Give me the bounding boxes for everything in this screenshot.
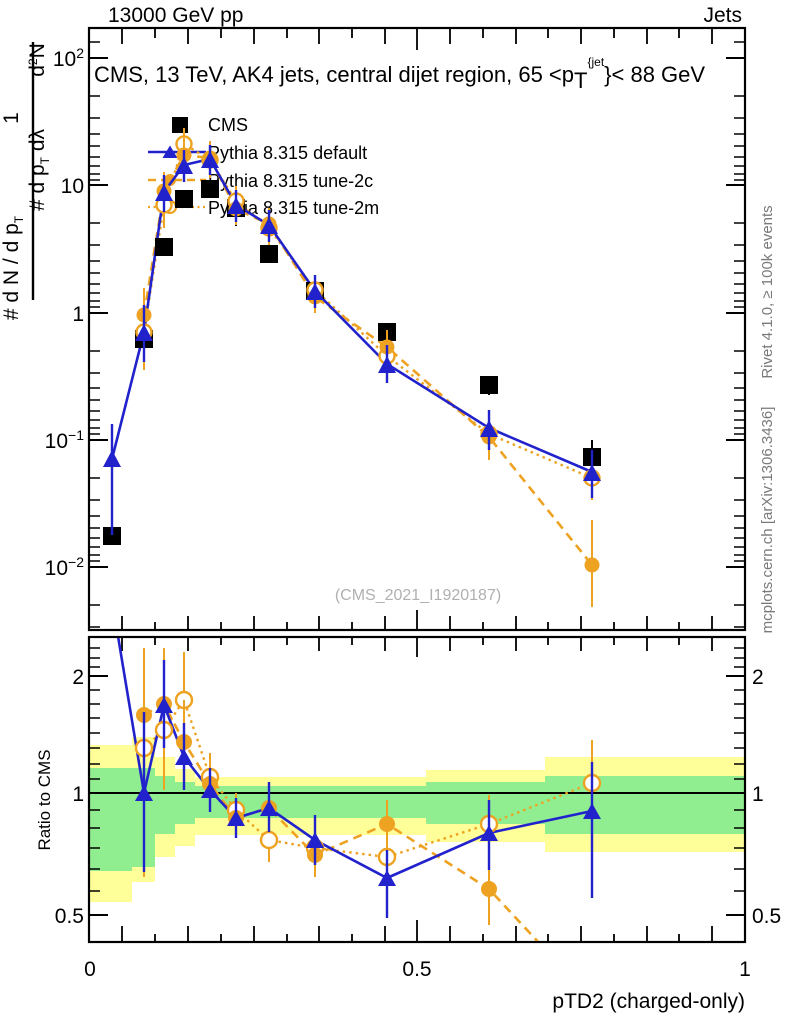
ratio-point-default	[155, 697, 173, 713]
main-y-minor-ticks	[89, 41, 745, 628]
y-axis-label-d2n: d2N	[26, 43, 49, 77]
analysis-id-watermark: (CMS_2021_I1920187)	[335, 587, 501, 604]
ratio-y-tick-label-2-right: 2	[752, 666, 764, 689]
ratio-point-default	[175, 749, 193, 765]
ratio-point-default	[378, 870, 396, 886]
y-tick-label-1e2: 102	[53, 45, 84, 71]
default-markers	[103, 151, 601, 481]
ratio-y-tick-label-05: 0.5	[55, 905, 84, 928]
data-point-cms	[103, 527, 121, 545]
curve-tune2c	[142, 153, 594, 566]
y-tick-label-10: 10	[61, 175, 84, 198]
x-tick-label-0: 0	[84, 958, 96, 981]
ratio-point-tune2m	[259, 830, 279, 850]
plot-title: CMS, 13 TeV, AK4 jets, central dijet reg…	[94, 55, 705, 93]
main-y-tick-labels: 102 10 1 10−1 10−2	[45, 45, 85, 580]
legend-label-cms: CMS	[208, 115, 248, 135]
main-x-ticks-top	[121, 28, 713, 50]
legend-label-tune2c: Pythia 8.315 tune-2c	[208, 171, 373, 191]
data-point-cms	[175, 190, 193, 208]
main-panel: 102 10 1 10−1 10−2 CMS, 13 TeV, AK4 jets…	[45, 26, 747, 632]
data-point-default	[480, 420, 498, 437]
data-point-cms	[155, 238, 173, 256]
y-tick-label-1: 1	[72, 303, 84, 326]
ratio-y-major-ticks	[89, 675, 745, 916]
data-point-default	[201, 151, 219, 168]
ratio-y-tick-label-1-right: 1	[752, 783, 764, 806]
data-point-tune2c	[584, 557, 600, 573]
ratio-point-default	[480, 825, 498, 841]
header-left-label: 13000 GeV pp	[108, 4, 243, 27]
ratio-y-tick-label-05-right: 0.5	[752, 905, 781, 928]
ratio-x-ticks-top	[121, 637, 713, 657]
ratio-point-default	[135, 785, 153, 801]
main-y-axis-label: # d N / d pT 1 # d pT dλ d2N	[0, 42, 52, 320]
ratio-point-tune2c	[481, 881, 497, 897]
mcplots-reference-label: mcplots.cern.ch [arXiv:1306.3436]	[759, 407, 776, 634]
data-point-default	[103, 450, 121, 467]
x-axis-label: pTD2 (charged-only)	[552, 990, 745, 1013]
ratio-point-default	[227, 810, 245, 826]
data-point-default	[583, 464, 601, 481]
rivet-version-label: Rivet 4.1.0, ≥ 100k events	[759, 205, 776, 378]
x-tick-label-1: 1	[739, 958, 751, 981]
ratio-point-default	[201, 782, 219, 798]
legend-label-default: Pythia 8.315 default	[208, 143, 367, 163]
ratio-panel: 2 1 0.5 2 1 0.5 Ratio to CMS	[35, 635, 781, 944]
data-point-default	[306, 283, 324, 300]
data-point-cms	[480, 376, 498, 394]
ratio-point-default	[306, 832, 324, 848]
ratio-point-default	[583, 803, 601, 819]
main-x-ticks-bottom	[121, 610, 713, 630]
ratio-y-tick-label-2: 2	[72, 666, 84, 689]
data-point-default	[175, 157, 193, 174]
ratio-default-markers	[135, 697, 601, 886]
y-axis-label-numerator: # d pT dλ	[26, 128, 52, 211]
data-point-default	[378, 356, 396, 373]
data-point-default	[135, 324, 153, 341]
y-axis-label-denominator: # d N / d pT	[0, 215, 26, 320]
ratio-point-tune2c	[379, 816, 395, 832]
ratio-point-default	[260, 800, 278, 816]
y-axis-label-one: 1	[0, 112, 23, 124]
ratio-y-axis-label: Ratio to CMS	[35, 749, 54, 850]
main-y-major-ticks-left	[89, 57, 108, 568]
data-point-default	[155, 184, 173, 201]
ratio-y-minor-ticks	[89, 647, 745, 892]
y-tick-label-1em2: 10−2	[45, 554, 85, 580]
header-right-label: Jets	[703, 4, 742, 27]
data-point-default	[260, 217, 278, 234]
legend-marker-triangle-icon	[162, 145, 178, 158]
legend-entry-default[interactable]: Pythia 8.315 default	[148, 143, 367, 163]
data-point-cms	[260, 245, 278, 263]
ratio-y-tick-label-1: 1	[72, 783, 84, 806]
data-point-cms	[201, 180, 219, 198]
legend-marker-square-icon	[172, 117, 188, 133]
main-y-major-ticks-right	[726, 57, 745, 568]
data-point-default	[227, 197, 245, 214]
ratio-curve-tune2m	[143, 697, 593, 859]
ratio-x-ticks-bottom	[121, 920, 713, 942]
x-tick-label-05: 0.5	[402, 958, 431, 981]
